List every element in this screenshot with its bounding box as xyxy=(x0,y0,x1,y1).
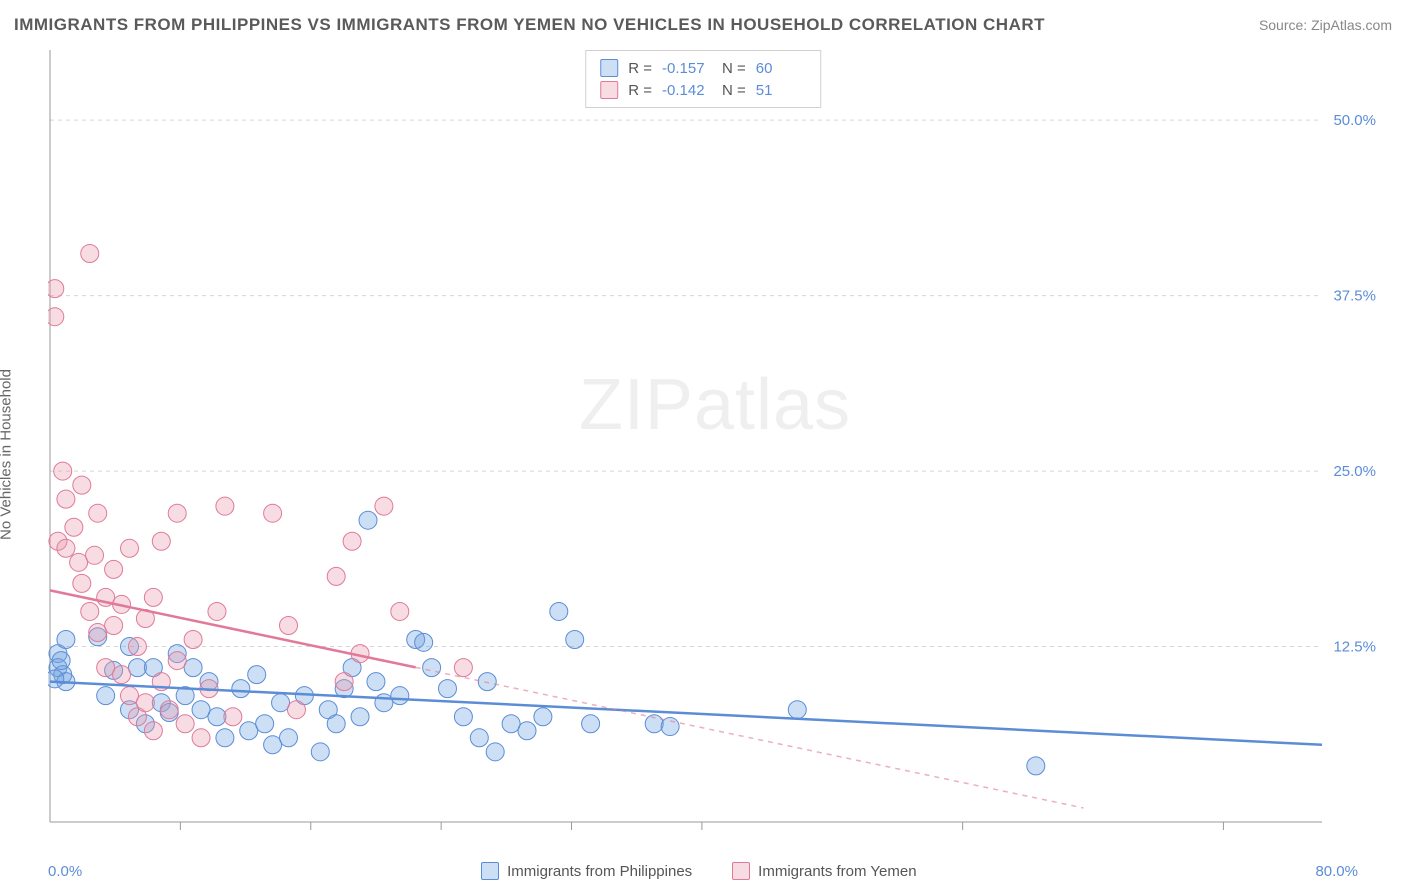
y-axis-label: No Vehicles in Household xyxy=(0,369,15,540)
chart-title: IMMIGRANTS FROM PHILIPPINES VS IMMIGRANT… xyxy=(14,15,1045,35)
r-label: R = xyxy=(628,82,652,99)
svg-text:50.0%: 50.0% xyxy=(1333,112,1376,129)
swatch-icon xyxy=(481,862,499,880)
n-label: N = xyxy=(722,82,746,99)
stats-row: R = -0.142 N = 51 xyxy=(600,79,806,101)
scatter-plot: 12.5% 25.0% 37.5% 50.0% xyxy=(48,48,1382,842)
header: IMMIGRANTS FROM PHILIPPINES VS IMMIGRANT… xyxy=(14,10,1392,40)
stats-row: R = -0.157 N = 60 xyxy=(600,57,806,79)
svg-text:37.5%: 37.5% xyxy=(1333,288,1376,305)
n-value: 60 xyxy=(756,60,806,77)
legend-items: Immigrants from Philippines Immigrants f… xyxy=(481,862,916,880)
legend-label: Immigrants from Philippines xyxy=(507,863,692,880)
legend-label: Immigrants from Yemen xyxy=(758,863,916,880)
svg-text:25.0%: 25.0% xyxy=(1333,463,1376,480)
bottom-legend: 0.0% Immigrants from Philippines Immigra… xyxy=(0,862,1406,880)
r-value: -0.142 xyxy=(662,82,712,99)
x-axis-min: 0.0% xyxy=(48,863,82,880)
source-attribution: Source: ZipAtlas.com xyxy=(1259,17,1392,33)
swatch-icon xyxy=(600,81,618,99)
chart-area: 12.5%25.0%37.5%50.0% ZIPatlas xyxy=(48,48,1382,842)
correlation-stats-box: R = -0.157 N = 60 R = -0.142 N = 51 xyxy=(585,50,821,108)
swatch-icon xyxy=(600,59,618,77)
legend-item: Immigrants from Yemen xyxy=(732,862,916,880)
swatch-icon xyxy=(732,862,750,880)
legend-item: Immigrants from Philippines xyxy=(481,862,692,880)
r-label: R = xyxy=(628,60,652,77)
x-axis-max: 80.0% xyxy=(1315,863,1358,880)
r-value: -0.157 xyxy=(662,60,712,77)
svg-text:12.5%: 12.5% xyxy=(1333,639,1376,656)
n-value: 51 xyxy=(756,82,806,99)
n-label: N = xyxy=(722,60,746,77)
